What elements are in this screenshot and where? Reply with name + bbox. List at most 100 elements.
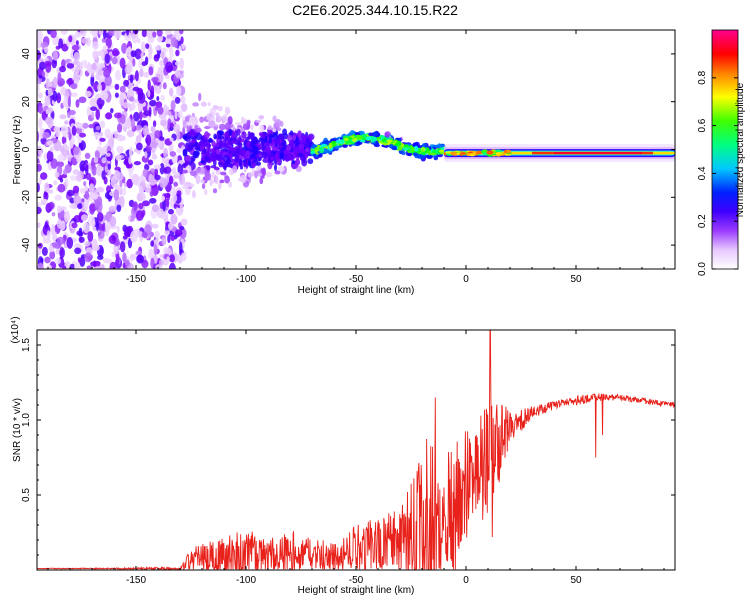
spectrogram-blob: [292, 134, 297, 141]
spectrogram-blob: [47, 140, 54, 146]
spectrogram-blob: [102, 258, 111, 264]
spectrogram-blob: [206, 132, 211, 137]
spectrogram-blob: [66, 78, 74, 85]
spectrogram-blob: [176, 190, 182, 197]
spectrogram-blob: [89, 183, 95, 194]
spectrogram-blob: [167, 234, 171, 243]
spectrogram-blob: [144, 187, 152, 193]
spectrogram-blob: [88, 124, 95, 129]
spectrogram-blob: [246, 119, 251, 125]
spectrogram-blob: [131, 102, 136, 111]
spectrogram-blob: [200, 159, 205, 164]
spectrogram-blob: [262, 132, 266, 140]
spectrogram-blob: [160, 74, 164, 83]
spectrogram-blob: [413, 145, 419, 152]
spectrogram-blob: [145, 134, 152, 146]
spectrogram-blob: [89, 205, 95, 215]
spectrogram-blob: [294, 146, 301, 155]
spectrogram-blob: [64, 210, 70, 223]
spectrogram-blob: [148, 248, 155, 260]
spectrogram-blob: [218, 130, 224, 136]
snr-series-line: [37, 330, 675, 570]
spectrogram-blob: [217, 105, 223, 112]
spectrogram-blob: [133, 111, 140, 122]
spectrogram-blob: [147, 89, 151, 98]
spectrogram-blob: [178, 73, 185, 79]
spectrogram-blob: [147, 159, 154, 166]
spectrogram-blob: [154, 130, 161, 139]
spectrogram-blob: [159, 59, 164, 67]
spectrogram-blob: [74, 31, 82, 38]
spectrogram-blob: [182, 135, 187, 140]
spectrogram-blob: [152, 120, 157, 128]
spectrogram-blob: [170, 214, 178, 225]
spectrogram-blob: [108, 224, 117, 230]
spectrogram-blob: [86, 265, 93, 269]
spectrogram-blob: [83, 62, 88, 69]
spectrogram-blob: [403, 144, 409, 148]
spectrogram-blob: [149, 100, 157, 107]
spectrogram-blob: [71, 222, 78, 229]
spectrogram-blob: [96, 212, 104, 223]
spectrogram-blob: [405, 152, 412, 156]
spectrogram-blob: [123, 159, 130, 166]
spectrogram-blob: [205, 143, 212, 149]
spectrogram-blob: [80, 30, 87, 37]
spectrogram-blob: [260, 175, 265, 179]
spectrogram-blob: [180, 103, 188, 112]
spectrogram-blob: [271, 146, 278, 152]
spectrogram-blob: [127, 215, 131, 222]
spectrogram-blob: [49, 250, 56, 260]
spectrogram-blob: [91, 165, 97, 176]
spectrogram-blob: [299, 140, 306, 145]
spectrogram-blob: [286, 145, 291, 151]
spectrogram-blob: [165, 43, 171, 48]
spectrogram-blob: [410, 146, 415, 153]
spectrogram-blob: [38, 117, 43, 129]
steady-line-core: [554, 152, 642, 155]
spectrogram-blob: [199, 117, 205, 123]
snr-line-plot: [37, 330, 675, 570]
spectrogram-blob: [112, 48, 119, 57]
spectrogram-blob: [99, 148, 106, 156]
spectrogram-blob: [138, 202, 144, 210]
spectrogram-axes: -150 -100 -50 0 50 -40 -20 0 20 40: [21, 30, 675, 285]
spectrogram-blob: [238, 158, 243, 167]
spectrogram-blob: [37, 130, 40, 143]
spectrogram-blob: [58, 38, 64, 49]
spectrogram-blob: [49, 146, 54, 152]
spectrogram-blob: [116, 225, 120, 233]
spectrogram-blob: [184, 155, 192, 162]
colorbar-tick-label: 0.2: [697, 214, 708, 228]
spectrogram-blob: [207, 147, 211, 155]
spectrogram-blob: [180, 252, 187, 262]
spectrogram-blob: [291, 160, 296, 165]
spectrogram-blob: [52, 50, 59, 61]
spectrogram-blob: [85, 164, 89, 176]
spectrogram-blob: [321, 143, 327, 147]
spectrogram-blob: [208, 139, 213, 143]
spectrogram-blob: [115, 172, 124, 181]
spectrogram-blob: [78, 231, 84, 237]
spectrogram-blob: [117, 123, 123, 133]
spectrogram-blob: [144, 56, 149, 65]
spectrogram-blob: [72, 169, 80, 175]
spectrogram-blob: [100, 162, 106, 168]
x-tick-label: -100: [236, 575, 256, 586]
spectrogram-blob: [52, 90, 58, 102]
spectrogram-blob: [123, 79, 130, 87]
spectrogram-blob: [272, 115, 277, 122]
spectrogram-blob: [41, 71, 46, 77]
spectrogram-blob: [203, 155, 211, 163]
spectrogram-blob: [261, 138, 265, 147]
spectrogram-blob: [391, 146, 398, 151]
spectrogram-blob: [475, 150, 484, 155]
spectrogram-blob: [79, 160, 87, 172]
spectrogram-blob: [250, 124, 254, 131]
spectrogram-blob: [159, 202, 163, 209]
spectrogram-blob: [189, 128, 197, 138]
spectrogram-blob: [92, 41, 99, 50]
spectrogram-blob: [150, 85, 155, 98]
spectrogram-blob: [150, 240, 155, 247]
spectrogram-blob: [162, 82, 167, 90]
